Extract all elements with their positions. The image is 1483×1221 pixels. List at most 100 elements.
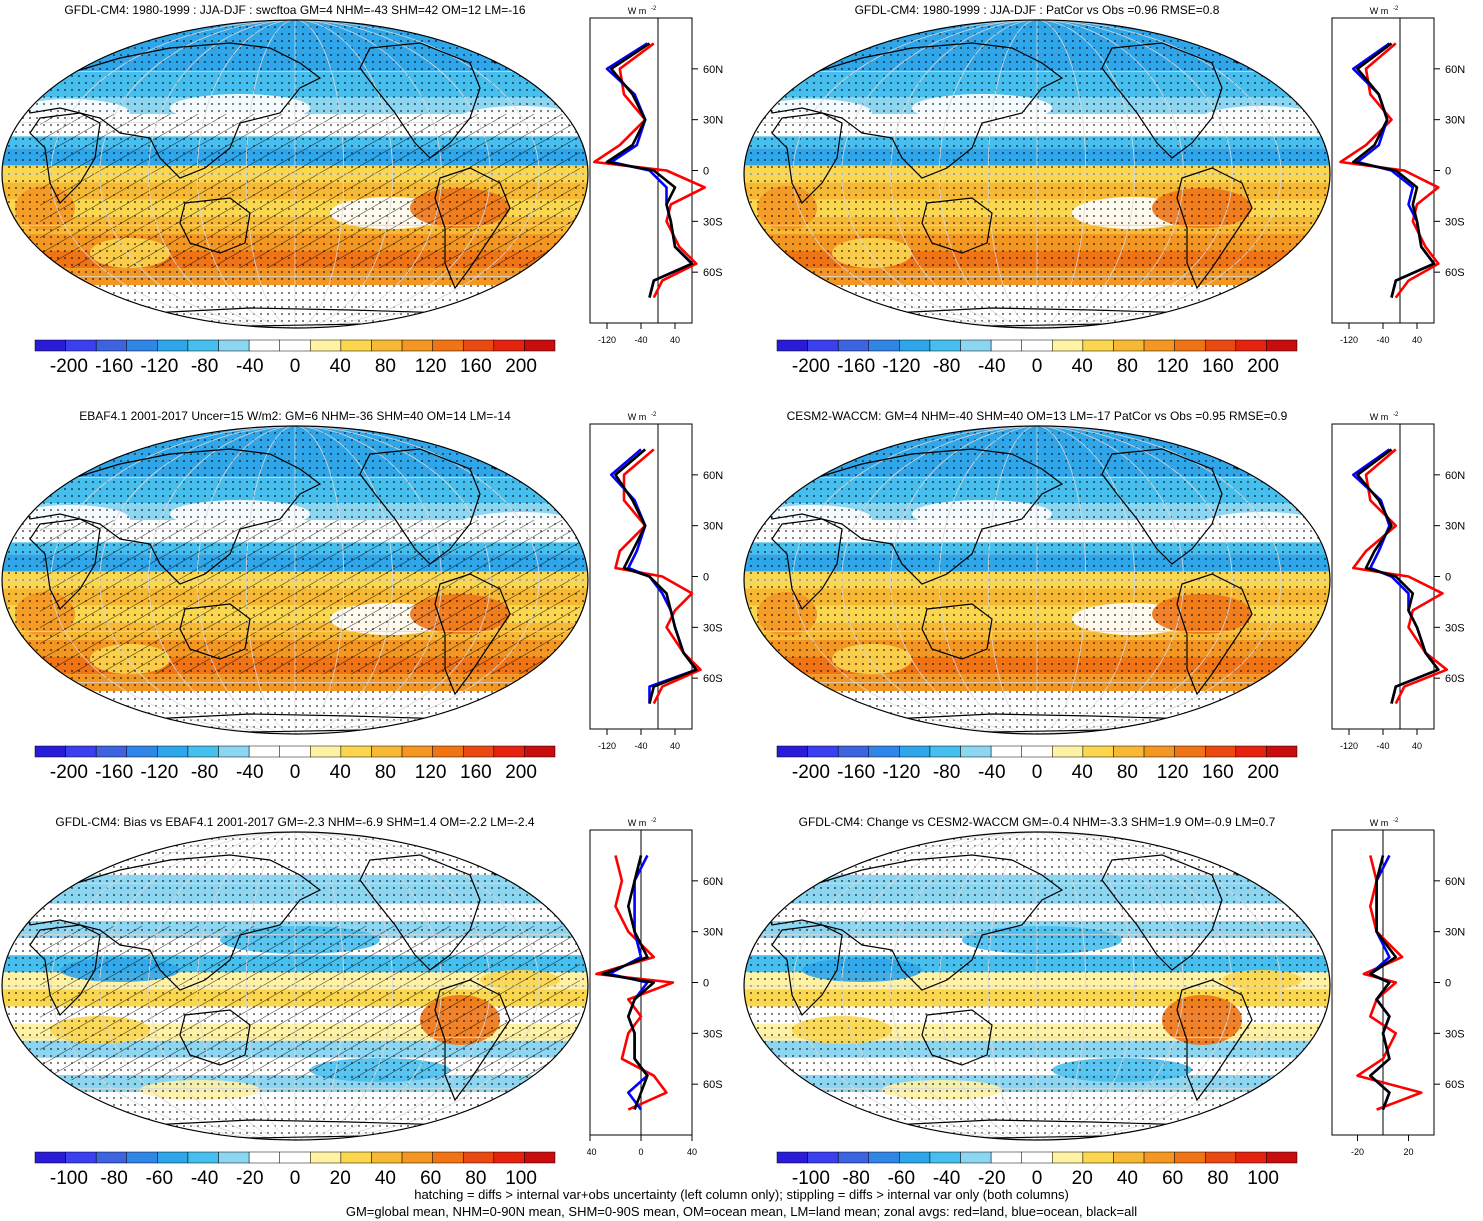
colorbar-segment [524, 1151, 556, 1164]
zonal-frame [589, 423, 693, 730]
colorbar-segment [462, 339, 495, 352]
colorbar-segment [1052, 339, 1084, 352]
colorbar-segment [187, 339, 219, 352]
colorbar-tick-label: 0 [1032, 1168, 1043, 1189]
colorbar-segment [524, 745, 556, 758]
zonal-lat-label: 60S [1445, 267, 1465, 279]
colorbar-segment [340, 1151, 372, 1164]
zonal-mean-plot: W m -2 60N 30N 0 30S 60S -120 -40 40 [1331, 6, 1465, 345]
colorbar-segment [990, 1151, 1022, 1164]
colorbar-segment [1174, 1151, 1206, 1164]
map-graticule-lon [50, 832, 296, 1140]
zonal-all-line [1368, 855, 1398, 1111]
colorbar-segment [34, 339, 66, 352]
colorbar-segment [65, 1151, 97, 1164]
continent-outline [434, 979, 511, 1102]
map-field [2, 832, 588, 1140]
zonal-all-line [614, 448, 698, 704]
colorbar-tick-label: -80 [191, 356, 218, 377]
colorbar-tick-label: 60 [1162, 1168, 1183, 1189]
colorbar-tick-label: 80 [465, 1168, 486, 1189]
zonal-unit-label: W m [1370, 412, 1389, 422]
colorbar-tick-label: 160 [460, 356, 492, 377]
continent-outline [359, 42, 481, 159]
colorbar-segment [279, 745, 311, 758]
colorbar-segment [371, 745, 403, 758]
colorbar-segment [868, 745, 900, 758]
map-graticule-lon [1036, 20, 1087, 328]
continent-outline [1101, 42, 1223, 159]
zonal-x-tick-label: 20 [1403, 1147, 1413, 1157]
map-graticule-lon [245, 832, 296, 1140]
map-graticule-lon [294, 832, 540, 1140]
colorbar-segment [868, 339, 900, 352]
continent-outline [434, 573, 511, 696]
zonal-unit-label: W m [628, 412, 647, 422]
colorbar-tick-label: 120 [1157, 356, 1189, 377]
continent-outline [359, 448, 481, 565]
colorbar-segment [279, 1151, 311, 1164]
colorbar-tick-label: -100 [792, 1168, 830, 1189]
zonal-land-line [593, 42, 707, 299]
zonal-lat-label: 60N [1445, 470, 1465, 482]
panel-title: EBAF4.1 2001-2017 Uncer=15 W/m2: GM=6 NH… [79, 409, 511, 423]
footer-line-2: GM=global mean, NHM=0-90N mean, SHM=0-90… [345, 1204, 1138, 1219]
map-graticule-lon [245, 426, 296, 734]
colorbar-tick-label: -60 [888, 1168, 915, 1189]
zonal-all-line [601, 855, 656, 1111]
colorbar-tick-label: 80 [375, 762, 396, 783]
zonal-land-line [614, 448, 702, 705]
map-graticule-lon [148, 426, 296, 734]
map-border [743, 19, 1331, 329]
colorbar-segment [1174, 745, 1206, 758]
colorbar-segment [899, 745, 931, 758]
colorbar-tick-label: -160 [95, 356, 133, 377]
map-graticule-lon [294, 426, 491, 734]
zonal-lat-label: 60N [1445, 876, 1465, 888]
panel-5: GFDL-CM4: Bias vs EBAF4.1 2001-2017 GM=-… [0, 812, 741, 1219]
colorbar-tick-label: 80 [375, 356, 396, 377]
zonal-lat-label: 30N [1445, 927, 1465, 939]
colorbar-tick-label: 160 [1202, 356, 1234, 377]
robinson-map [1, 19, 589, 329]
zonal-frame [1331, 423, 1435, 730]
zonal-lat-label: 30N [703, 927, 723, 939]
colorbar-segment [126, 339, 158, 352]
map-border [743, 831, 1331, 1141]
map-graticule-lon [890, 832, 1038, 1140]
map-graticule-lon [294, 20, 540, 328]
map-graticule-lon [294, 426, 394, 734]
colorbar-segment [960, 1151, 992, 1164]
map-graticule-lon [50, 20, 296, 328]
colorbar-tick-label: 20 [1072, 1168, 1093, 1189]
continent-outline [29, 518, 101, 611]
zonal-x-tick-label: -40 [1376, 741, 1389, 751]
continent-outline [1176, 573, 1253, 696]
colorbar-segment [493, 1151, 525, 1164]
map-graticule-lon [1036, 426, 1087, 734]
colorbar-segment [1113, 745, 1145, 758]
colorbar-segment [524, 339, 556, 352]
colorbar-segment [960, 339, 992, 352]
continent-outline [179, 1009, 251, 1066]
zonal-lat-label: 60N [703, 470, 723, 482]
colorbar-segment [776, 1151, 808, 1164]
zonal-lat-label: 60N [703, 876, 723, 888]
colorbar-segment [1082, 1151, 1114, 1164]
zonal-x-tick-label: -120 [598, 335, 616, 345]
colorbar-tick-label: -40 [933, 1168, 960, 1189]
colorbar-tick-label: 160 [460, 762, 492, 783]
colorbar-segment [1204, 1151, 1237, 1164]
map-graticule-lon [1036, 20, 1233, 328]
colorbar-segment [1082, 339, 1114, 352]
colorbar-tick-label: 0 [290, 356, 301, 377]
colorbar-segment [1113, 1151, 1145, 1164]
colorbar-segment [990, 745, 1022, 758]
colorbar-segment [1266, 745, 1298, 758]
zonal-x-tick-label: 40 [1412, 335, 1422, 345]
colorbar-segment [401, 745, 433, 758]
continent-outline [761, 448, 1064, 585]
colorbar-segment [310, 745, 342, 758]
zonal-lat-label: 0 [703, 978, 709, 990]
zonal-lat-label: 60N [1445, 64, 1465, 76]
